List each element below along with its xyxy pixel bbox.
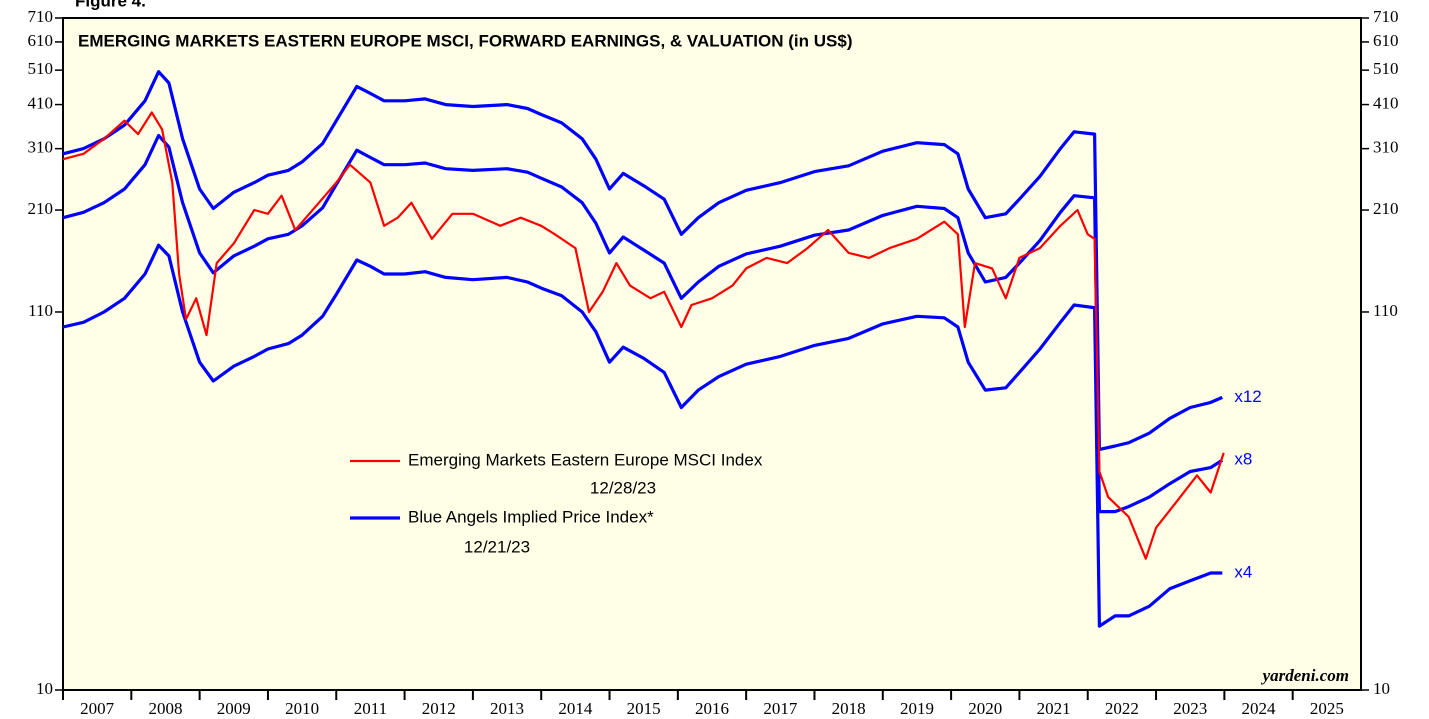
x-tick-label: 2012	[422, 699, 456, 718]
y-tick-label: 510	[28, 59, 54, 78]
series-label: x4	[1234, 563, 1252, 582]
y2-tick-label: 10	[1373, 679, 1390, 698]
legend-label: Blue Angels Implied Price Index*	[408, 507, 654, 526]
y2-tick-label: 510	[1373, 59, 1399, 78]
series-line	[62, 70, 1223, 451]
legend-date: 12/28/23	[590, 478, 656, 497]
series-line	[62, 243, 1223, 628]
x-tick-label: 2021	[1037, 699, 1071, 718]
legend-date: 12/21/23	[464, 537, 530, 556]
x-tick-label: 2017	[763, 699, 798, 718]
x-tick-label: 2007	[80, 699, 115, 718]
x-tick-label: 2013	[490, 699, 524, 718]
series-line	[62, 111, 1225, 560]
x-tick-label: 2018	[832, 699, 866, 718]
plot-area	[62, 17, 1362, 691]
x-tick-label: 2014	[558, 699, 593, 718]
x-tick-label: 2011	[354, 699, 387, 718]
y2-tick-label: 610	[1373, 31, 1399, 50]
x-tick-label: 2025	[1310, 699, 1344, 718]
series-label: x12	[1234, 387, 1261, 406]
y-tick-label: 410	[28, 93, 54, 112]
x-tick-label: 2022	[1105, 699, 1139, 718]
y2-tick-label: 110	[1373, 301, 1398, 320]
x-tick-label: 2024	[1242, 699, 1277, 718]
series-line	[62, 133, 1224, 514]
x-tick-label: 2023	[1173, 699, 1207, 718]
y-tick-label: 710	[28, 7, 54, 26]
x-tick-label: 2010	[285, 699, 319, 718]
chart-title: EMERGING MARKETS EASTERN EUROPE MSCI, FO…	[78, 31, 852, 50]
x-tick-label: 2015	[627, 699, 661, 718]
x-tick-label: 2008	[148, 699, 182, 718]
x-tick-label: 2016	[695, 699, 729, 718]
y2-tick-label: 310	[1373, 138, 1399, 157]
y-tick-label: 110	[28, 301, 53, 320]
x-tick-label: 2020	[968, 699, 1002, 718]
y-tick-label: 10	[36, 679, 53, 698]
y2-tick-label: 410	[1373, 93, 1399, 112]
y-tick-label: 610	[28, 31, 54, 50]
lines	[62, 70, 1225, 628]
y-tick-label: 310	[28, 138, 54, 157]
series-label: x8	[1234, 450, 1252, 469]
x-tick-label: 2019	[900, 699, 934, 718]
source: yardeni.com	[1261, 666, 1349, 685]
legend-label: Emerging Markets Eastern Europe MSCI Ind…	[408, 450, 763, 469]
y-tick-label: 210	[28, 199, 54, 218]
x-tick-label: 2009	[217, 699, 251, 718]
y2-tick-label: 710	[1373, 7, 1399, 26]
y2-tick-label: 210	[1373, 199, 1399, 218]
figure-label: Figure 4.	[75, 0, 146, 10]
